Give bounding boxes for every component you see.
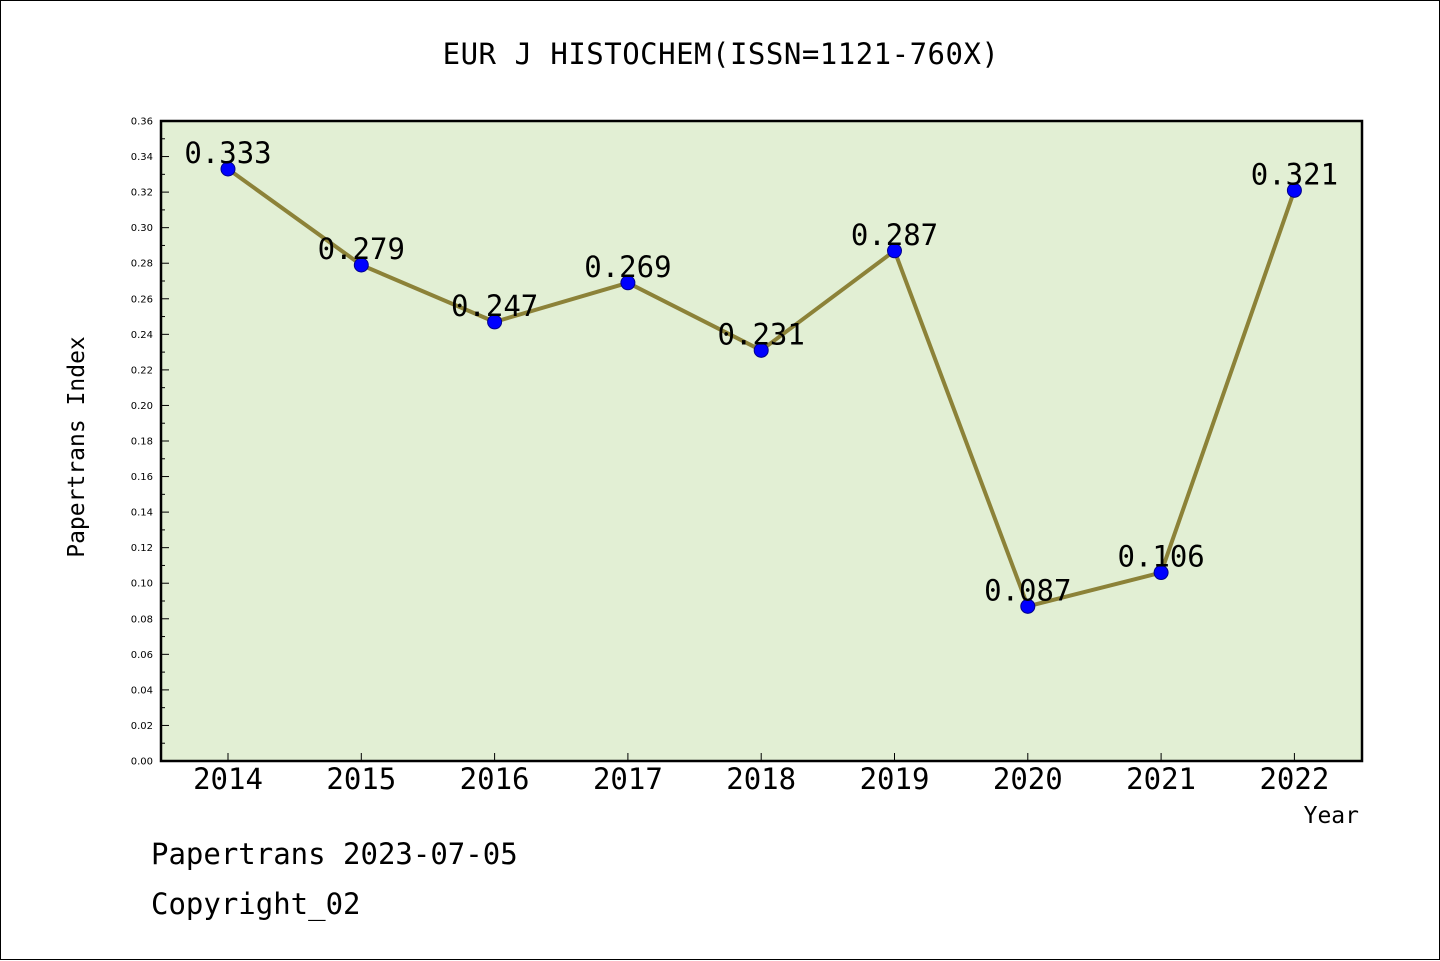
y-tick-label: 0.00 [131, 757, 153, 768]
x-axis-label: Year [1303, 803, 1359, 829]
y-tick-label: 0.02 [131, 721, 153, 732]
y-tick-label: 0.20 [131, 401, 153, 412]
data-label: 0.279 [318, 232, 405, 266]
y-tick-label: 0.36 [131, 117, 153, 128]
data-label: 0.231 [718, 317, 805, 351]
y-tick-label: 0.10 [131, 579, 153, 590]
data-label: 0.087 [984, 573, 1071, 607]
data-label: 0.269 [584, 250, 671, 284]
data-point [887, 243, 902, 259]
y-tick-label: 0.34 [131, 152, 153, 163]
y-tick-label: 0.14 [131, 508, 153, 519]
data-point [220, 161, 236, 177]
data-point [353, 257, 369, 273]
data-label: 0.333 [184, 136, 271, 170]
x-tick-label: 2022 [1259, 762, 1329, 796]
data-point [487, 314, 503, 330]
y-tick-label: 0.16 [131, 472, 153, 483]
chart-title: EUR J HISTOCHEM(ISSN=1121-760X) [442, 37, 1000, 71]
data-label: 0.287 [851, 218, 938, 252]
data-point [753, 342, 769, 358]
x-tick-label: 2019 [860, 762, 930, 796]
y-tick-label: 0.28 [131, 259, 153, 270]
y-tick-label: 0.18 [131, 437, 153, 448]
y-axis-label: Papertrans Index [64, 336, 90, 558]
y-tick-label: 0.06 [131, 650, 153, 661]
x-tick-label: 2020 [993, 762, 1063, 796]
x-tick-label: 2017 [593, 762, 663, 796]
footer-date: Papertrans 2023-07-05 [151, 837, 518, 871]
y-tick-label: 0.32 [131, 188, 153, 199]
y-tick-label: 0.22 [131, 365, 153, 376]
y-tick-label: 0.04 [131, 685, 153, 696]
data-point [1153, 565, 1169, 581]
data-point [1286, 182, 1302, 198]
footer-copyright: Copyright_02 [151, 887, 361, 921]
x-tick-label: 2021 [1126, 762, 1196, 796]
data-label: 0.321 [1251, 157, 1338, 191]
x-tick-label: 2015 [326, 762, 396, 796]
x-tick-label: 2018 [726, 762, 796, 796]
data-label: 0.247 [451, 289, 538, 323]
data-label: 0.106 [1117, 540, 1204, 574]
plot-area [161, 121, 1362, 761]
y-tick-label: 0.30 [131, 223, 153, 234]
y-tick-label: 0.08 [131, 614, 153, 625]
plot-border [159, 119, 1364, 763]
x-tick-label: 2016 [460, 762, 530, 796]
y-tick-label: 0.12 [131, 543, 153, 554]
y-tick-label: 0.24 [131, 330, 153, 341]
x-tick-label: 2014 [193, 762, 263, 796]
y-tick-label: 0.26 [131, 294, 153, 305]
data-point [620, 275, 636, 291]
data-point [1020, 598, 1036, 614]
